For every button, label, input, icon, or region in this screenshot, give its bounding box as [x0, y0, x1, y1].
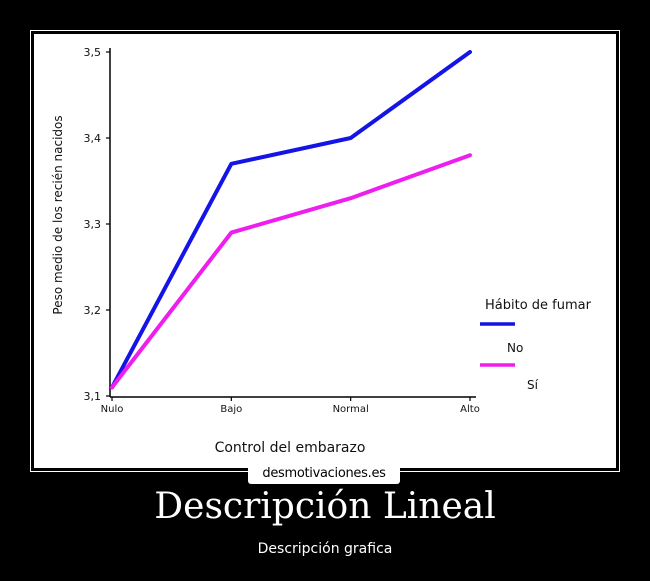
y-tick-label: 3,4 — [84, 132, 102, 145]
x-tick-label: Nulo — [101, 404, 124, 415]
legend-title: Hábito de fumar — [485, 298, 592, 313]
series-line-si — [110, 153, 472, 390]
poster-title: Descripción Lineal — [154, 486, 496, 527]
x-axis-label: Control del embarazo — [215, 440, 366, 456]
y-tick-label: 3,1 — [84, 390, 102, 403]
x-tick-label: Alto — [460, 404, 480, 415]
x-tick-label: Normal — [333, 404, 369, 415]
poster-subtitle: Descripción grafica — [257, 541, 393, 557]
series-line-no — [110, 50, 472, 390]
y-axis-label: Peso medio de los recién nacidos — [51, 115, 65, 314]
y-tick-label: 3,2 — [84, 304, 102, 317]
y-tick-label: 3,5 — [84, 46, 102, 59]
chart-panel — [34, 34, 616, 468]
y-tick-label: 3,3 — [84, 218, 102, 231]
legend-label-no: No — [507, 341, 523, 355]
x-tick-label: Bajo — [220, 404, 242, 415]
legend-label-si: Sí — [527, 378, 539, 392]
watermark: desmotivaciones.es — [248, 462, 400, 484]
